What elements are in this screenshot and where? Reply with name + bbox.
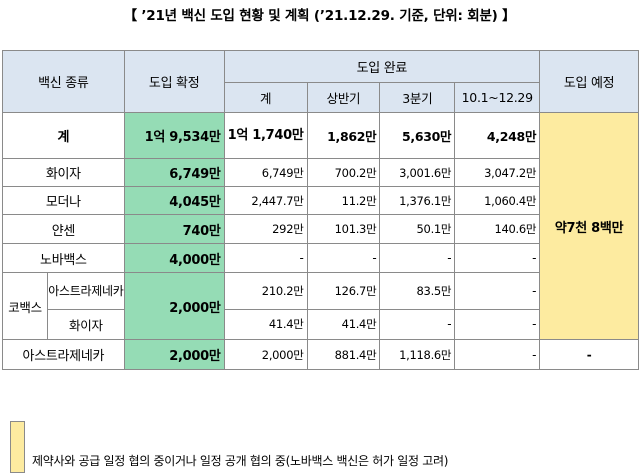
q4-cell: - <box>454 308 541 341</box>
header-sub-h1: 상반기 <box>306 82 381 113</box>
header-sub-total: 계 <box>223 82 308 113</box>
q3-cell: 5,630만 <box>379 112 456 159</box>
confirmed-cell: 2,000만 <box>123 339 225 370</box>
covax-pfizer-label: 화이자 <box>69 318 103 333</box>
completed-total-cell: 2,447.7만 <box>223 186 308 215</box>
header-planned: 도입 예정 <box>539 50 639 113</box>
q3-cell: 83.5만 <box>379 272 456 310</box>
row-name: 노바백스 <box>2 243 125 273</box>
table-row-pfizer: 화이자 6,749만 6,749만 700.2만 3,001.6만 3,047.… <box>2 158 639 187</box>
table-row-moderna: 모더나 4,045만 2,447.7만 11.2만 1,376.1만 1,060… <box>2 186 639 215</box>
q4-cell: 140.6만 <box>454 214 541 244</box>
header-sub-q4: 10.1~12.29 <box>454 82 541 113</box>
q3-cell: - <box>379 308 456 341</box>
h1-cell: 881.4만 <box>306 339 381 370</box>
row-name: 얀센 <box>2 214 125 244</box>
table-row-covax-az: 코백스 아스트라제네카 화이자 2,000만 210.2만 126.7만 83.… <box>2 272 639 340</box>
az-planned-cell: - <box>539 339 639 370</box>
confirmed-cell: 2,000만 <box>123 272 225 340</box>
h1-cell: 700.2만 <box>306 158 381 187</box>
table-row-covax-pfizer: 41.4만 41.4만 - - <box>3 308 639 341</box>
table-row-janssen: 얀센 740만 292만 101.3만 50.1만 140.6만 <box>2 214 639 244</box>
completed-total-cell: 2,000만 <box>223 339 308 370</box>
row-name: 모더나 <box>2 186 125 215</box>
confirmed-cell: 6,749만 <box>123 158 225 187</box>
table-row-total: 계 1억 9,534만 1억 1,740만 1,862만 5,630만 4,24… <box>2 112 639 340</box>
q4-cell: - <box>454 272 541 310</box>
header-completed: 도입 완료 <box>223 50 541 83</box>
h1-cell: 41.4만 <box>306 308 381 341</box>
row-name: 계 <box>2 112 125 159</box>
q3-cell: 1,376.1만 <box>379 186 456 215</box>
covax-name-cell: 코백스 아스트라제네카 화이자 <box>2 272 125 340</box>
header-sub-q3: 3분기 <box>379 82 456 113</box>
covax-label: 코백스 <box>3 273 48 339</box>
confirmed-cell: 4,000만 <box>123 243 225 273</box>
completed-total-cell: 210.2만 <box>223 272 308 310</box>
table-row-az: 아스트라제네카 2,000만 2,000만 881.4만 1,118.6만 - … <box>2 339 639 370</box>
confirmed-cell: 740만 <box>123 214 225 244</box>
header-confirmed: 도입 확정 <box>123 50 225 113</box>
q4-cell: 4,248만 <box>454 112 541 159</box>
confirmed-cell: 4,045만 <box>123 186 225 215</box>
q4-cell: - <box>454 339 541 370</box>
q3-cell: 3,001.6만 <box>379 158 456 187</box>
header-vaccine-type: 백신 종류 <box>2 50 125 113</box>
completed-total-cell: - <box>223 243 308 273</box>
vaccine-table: 백신 종류 도입 확정 도입 완료 도입 예정 계 상반기 3분기 10.1~1… <box>2 50 639 370</box>
row-name: 아스트라제네카 <box>2 339 125 370</box>
q4-cell: 1,060.4만 <box>454 186 541 215</box>
h1-cell: 1,862만 <box>306 112 381 159</box>
legend-note: 제약사와 공급 일정 협의 중이거나 일정 공개 협의 중(노바백스 백신은 허… <box>32 454 449 468</box>
completed-total-cell: 292만 <box>223 214 308 244</box>
completed-total-cell: 41.4만 <box>223 308 308 341</box>
planned-cell: 약7천 8백만 <box>539 112 639 340</box>
q4-cell: 3,047.2만 <box>454 158 541 187</box>
h1-cell: 126.7만 <box>306 272 381 310</box>
q3-cell: 50.1만 <box>379 214 456 244</box>
confirmed-cell: 1억 9,534만 <box>123 112 225 159</box>
row-name: 화이자 <box>2 158 125 187</box>
completed-total-cell: 6,749만 <box>223 158 308 187</box>
legend-swatch <box>10 421 25 473</box>
q3-cell: - <box>379 243 456 273</box>
h1-cell: 101.3만 <box>306 214 381 244</box>
h1-cell: - <box>306 243 381 273</box>
page-title: 【 ’21년 백신 도입 현황 및 계획 (’21.12.29. 기준, 단위:… <box>123 8 516 24</box>
h1-cell: 11.2만 <box>306 186 381 215</box>
q4-cell: - <box>454 243 541 273</box>
completed-total-cell: 1억 1,740만 <box>223 112 308 159</box>
table-row-novavax: 노바백스 4,000만 - - - - <box>2 243 639 273</box>
covax-az-label: 아스트라제네카 <box>48 274 124 310</box>
q3-cell: 1,118.6만 <box>379 339 456 370</box>
